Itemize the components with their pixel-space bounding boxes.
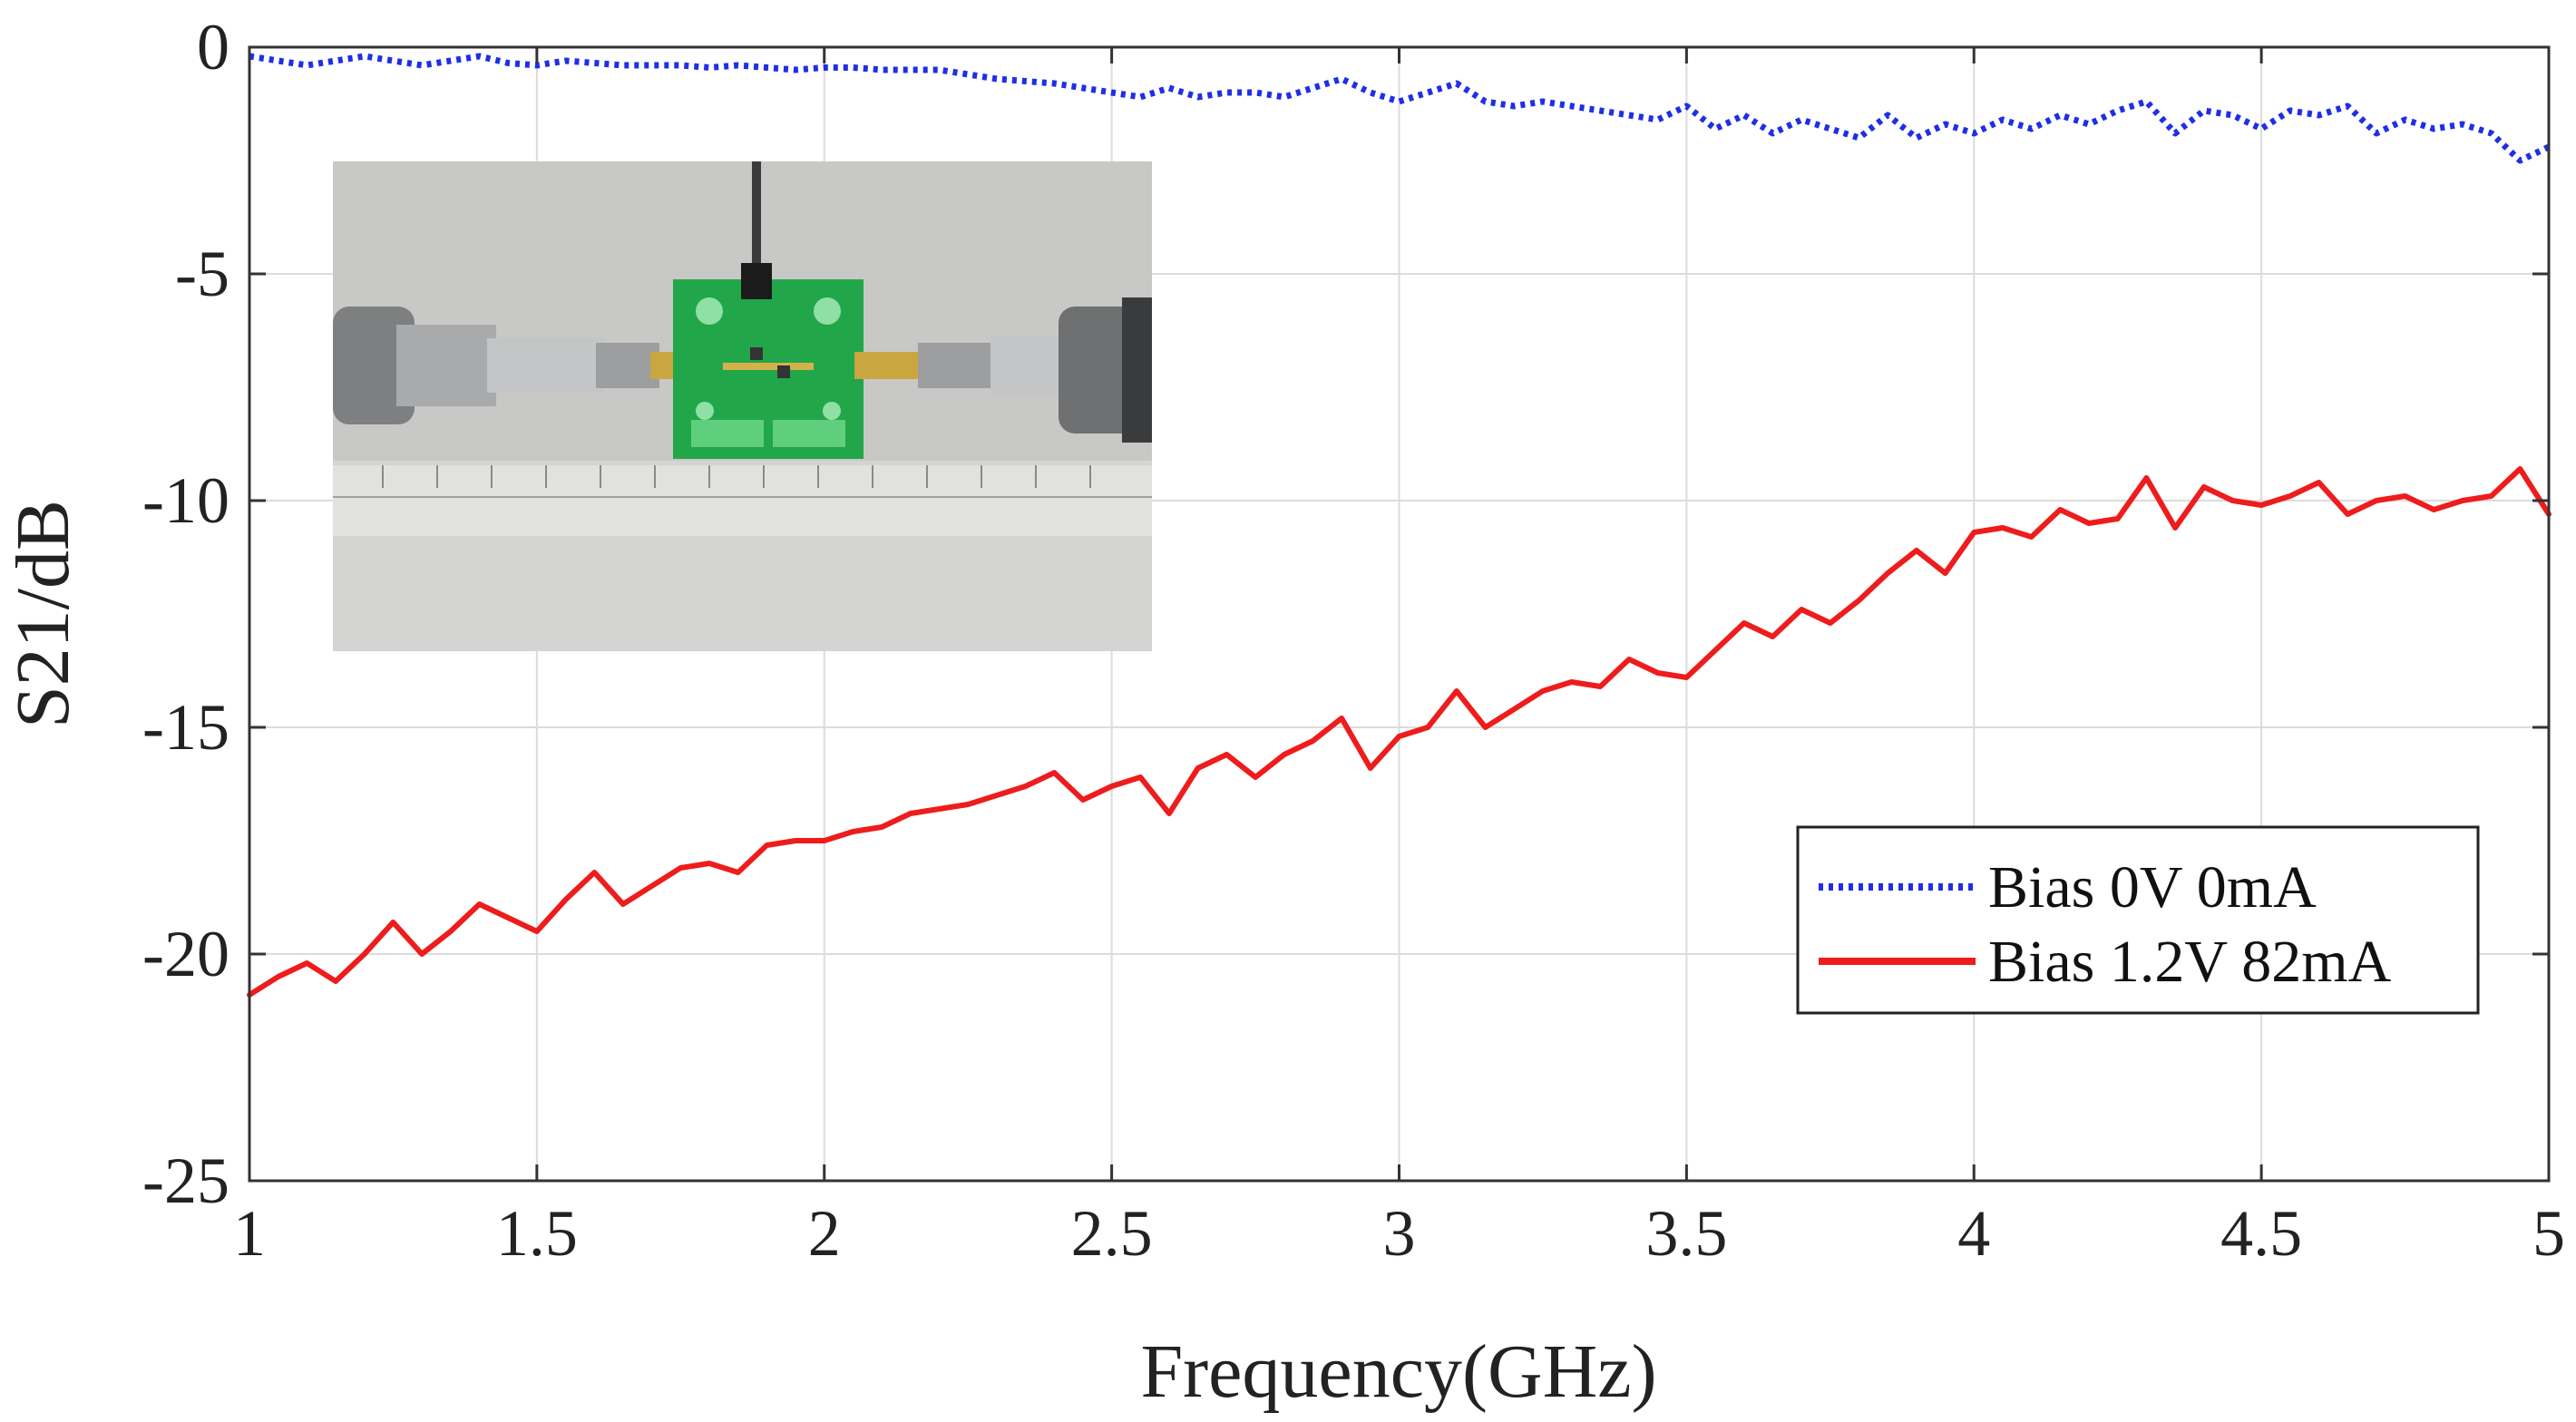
ruler	[333, 465, 1152, 536]
x-axis-title: Frequency(GHz)	[1140, 1329, 1656, 1414]
series-layer	[247, 53, 2552, 998]
left-coax-connector	[333, 307, 415, 424]
x-tick-label: 3	[1383, 1197, 1416, 1270]
y-tick-label: -25	[142, 1144, 229, 1217]
x-tick-label: 5	[2532, 1197, 2565, 1270]
legend-label-bias-0v: Bias 0V 0mA	[1988, 854, 2317, 920]
y-tick-label: 0	[197, 11, 229, 83]
x-tick-label: 2.5	[1071, 1197, 1153, 1270]
y-tick-label: -20	[142, 918, 229, 990]
x-tick-label: 1	[233, 1197, 266, 1270]
x-tick-label: 3.5	[1645, 1197, 1727, 1270]
y-axis-title: S21/dB	[1, 500, 85, 728]
legend: Bias 0V 0mA Bias 1.2V 82mA	[1796, 825, 2480, 1015]
y-tick-label: -15	[142, 691, 229, 764]
y-tick-label: -10	[142, 464, 229, 537]
y-tick-label: -5	[175, 238, 229, 310]
x-tick-label: 4.5	[2220, 1197, 2302, 1270]
inset-photo	[333, 161, 1152, 651]
x-tick-label: 2	[808, 1197, 841, 1270]
bias-wire	[752, 161, 761, 284]
ticks: 1 1.5 2 2.5 3 3.5 4 4.5 5 0 -5 -10 -15 -20 -25	[142, 11, 2565, 1270]
series-line-1	[247, 466, 2552, 998]
legend-box	[1796, 825, 2480, 1015]
legend-label-bias-1-2v: Bias 1.2V 82mA	[1988, 929, 2392, 995]
x-tick-label: 4	[1957, 1197, 1990, 1270]
x-tick-label: 1.5	[496, 1197, 578, 1270]
